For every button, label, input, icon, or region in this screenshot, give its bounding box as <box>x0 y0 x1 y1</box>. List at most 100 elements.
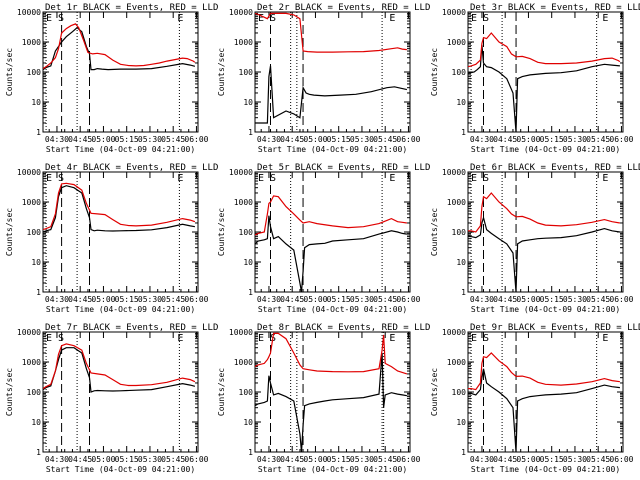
x-tick-label: 05:15 <box>327 135 351 144</box>
x-tick-label: 05:30 <box>350 295 374 304</box>
y-tick-label: 10000 <box>229 8 253 17</box>
panel-det-5r: Det 5r BLACK = Events, RED = LLD 1 10 100 10… <box>217 163 430 314</box>
marker-label: E <box>46 173 52 184</box>
x-axis-label: Start Time (04-Oct-09 04:21:00) <box>46 305 195 314</box>
plot-frame <box>42 11 199 133</box>
marker-label: E <box>471 333 477 344</box>
x-tick-label: 05:45 <box>373 295 397 304</box>
x-tick-label: 05:00 <box>516 455 540 464</box>
x-tick-label: 04:45 <box>280 295 304 304</box>
panel-title: Det 9r BLACK = Events, RED = LLD <box>470 323 640 333</box>
y-tick-label: 1 <box>461 448 466 457</box>
x-axis-label: Start Time (04-Oct-09 04:21:00) <box>471 305 620 314</box>
x-tick-label: 05:30 <box>350 135 374 144</box>
lld-series-line <box>468 32 621 68</box>
lld-series-line <box>43 23 196 70</box>
y-tick-label: 100 <box>27 68 42 77</box>
x-axis-label: Start Time (04-Oct-09 04:21:00) <box>471 145 620 154</box>
x-axis-label: Start Time (04-Oct-09 04:21:00) <box>258 465 407 474</box>
y-tick-label: 1000 <box>22 198 41 207</box>
y-tick-label: 10 <box>456 98 466 107</box>
y-tick-label: 1000 <box>234 358 253 367</box>
panel-title: Det 8r BLACK = Events, RED = LLD <box>257 323 430 333</box>
y-axis-label: Counts/sec <box>5 48 14 96</box>
y-tick-label: 10000 <box>442 168 466 177</box>
x-tick-label: 04:45 <box>68 455 92 464</box>
y-tick-label: 1000 <box>447 38 466 47</box>
x-tick-label: 06:00 <box>609 455 633 464</box>
x-axis-label: Start Time (04-Oct-09 04:21:00) <box>258 305 407 314</box>
x-tick-label: 05:15 <box>327 295 351 304</box>
lld-series-line <box>255 332 408 375</box>
marker-label: E <box>471 13 477 24</box>
x-tick-label: 05:15 <box>115 455 139 464</box>
y-tick-label: 100 <box>239 228 254 237</box>
y-tick-label: 100 <box>27 228 42 237</box>
x-tick-label: 05:30 <box>138 295 162 304</box>
y-axis-label: Counts/sec <box>5 208 14 256</box>
x-tick-label: 04:45 <box>493 295 517 304</box>
plot-frame <box>42 331 199 453</box>
x-tick-label: 06:00 <box>396 295 420 304</box>
lld-series-line <box>255 195 407 236</box>
x-tick-label: 06:00 <box>184 295 208 304</box>
events-series-line <box>43 26 196 71</box>
y-tick-label: 1 <box>36 288 41 297</box>
marker-label: E <box>389 333 395 344</box>
plot-frame <box>467 331 624 453</box>
y-tick-label: 1000 <box>234 38 253 47</box>
x-tick-label: 04:30 <box>470 295 494 304</box>
marker-label: S <box>483 13 489 24</box>
x-tick-label: 05:45 <box>373 135 397 144</box>
x-tick-label: 04:30 <box>257 295 281 304</box>
y-tick-label: 10000 <box>17 168 41 177</box>
marker-label: S <box>58 173 64 184</box>
y-tick-label: 1 <box>36 448 41 457</box>
panel-title: Det 6r BLACK = Events, RED = LLD <box>470 163 640 173</box>
events-series-line <box>468 215 620 292</box>
lld-series-line <box>43 182 196 231</box>
x-tick-label: 05:30 <box>563 455 587 464</box>
plot-frame <box>254 11 411 133</box>
x-tick-label: 04:45 <box>280 135 304 144</box>
x-tick-label: 05:00 <box>303 135 327 144</box>
x-tick-label: 05:15 <box>115 295 139 304</box>
marker-label: E <box>258 13 264 24</box>
x-tick-label: 06:00 <box>396 455 420 464</box>
y-axis-label: Counts/sec <box>430 208 439 256</box>
lld-series-line <box>468 352 620 391</box>
y-axis-label: Counts/sec <box>217 48 226 96</box>
x-tick-label: 04:30 <box>45 295 69 304</box>
panel-det-1r: Det 1r BLACK = Events, RED = LLD 1 10 100 10… <box>5 3 218 154</box>
panel-title: Det 4r BLACK = Events, RED = LLD <box>45 163 218 173</box>
x-tick-label: 04:30 <box>257 135 281 144</box>
y-tick-label: 100 <box>239 388 254 397</box>
panel-det-8r: Det 8r BLACK = Events, RED = LLD 1 10 100 10… <box>217 323 430 474</box>
x-tick-label: 05:15 <box>115 135 139 144</box>
x-tick-label: 04:30 <box>45 135 69 144</box>
y-tick-label: 100 <box>452 388 467 397</box>
x-axis-label: Start Time (04-Oct-09 04:21:00) <box>46 465 195 474</box>
y-tick-label: 10000 <box>442 328 466 337</box>
y-tick-label: 10 <box>31 418 41 427</box>
lld-series-line <box>43 343 196 390</box>
x-tick-label: 05:30 <box>138 455 162 464</box>
x-tick-label: 05:00 <box>303 455 327 464</box>
panel-det-9r: Det 9r BLACK = Events, RED = LLD 1 10 100 10… <box>430 323 640 474</box>
events-series-line <box>43 347 196 393</box>
marker-label: E <box>46 333 52 344</box>
panel-title: Det 3r BLACK = Events, RED = LLD <box>470 3 640 13</box>
marker-label: E <box>602 333 608 344</box>
x-tick-label: 05:15 <box>540 135 564 144</box>
x-tick-label: 05:00 <box>91 135 115 144</box>
y-tick-label: 10 <box>456 258 466 267</box>
marker-label: E <box>258 333 264 344</box>
y-tick-label: 1 <box>248 128 253 137</box>
y-tick-label: 1 <box>36 128 41 137</box>
y-tick-label: 1000 <box>234 198 253 207</box>
panel-title: Det 7r BLACK = Events, RED = LLD <box>45 323 218 333</box>
plot-frame <box>467 11 624 133</box>
plot-frame <box>254 331 411 453</box>
panel-det-4r: Det 4r BLACK = Events, RED = LLD 1 10 100 10… <box>5 163 218 314</box>
events-series-line <box>255 65 408 124</box>
